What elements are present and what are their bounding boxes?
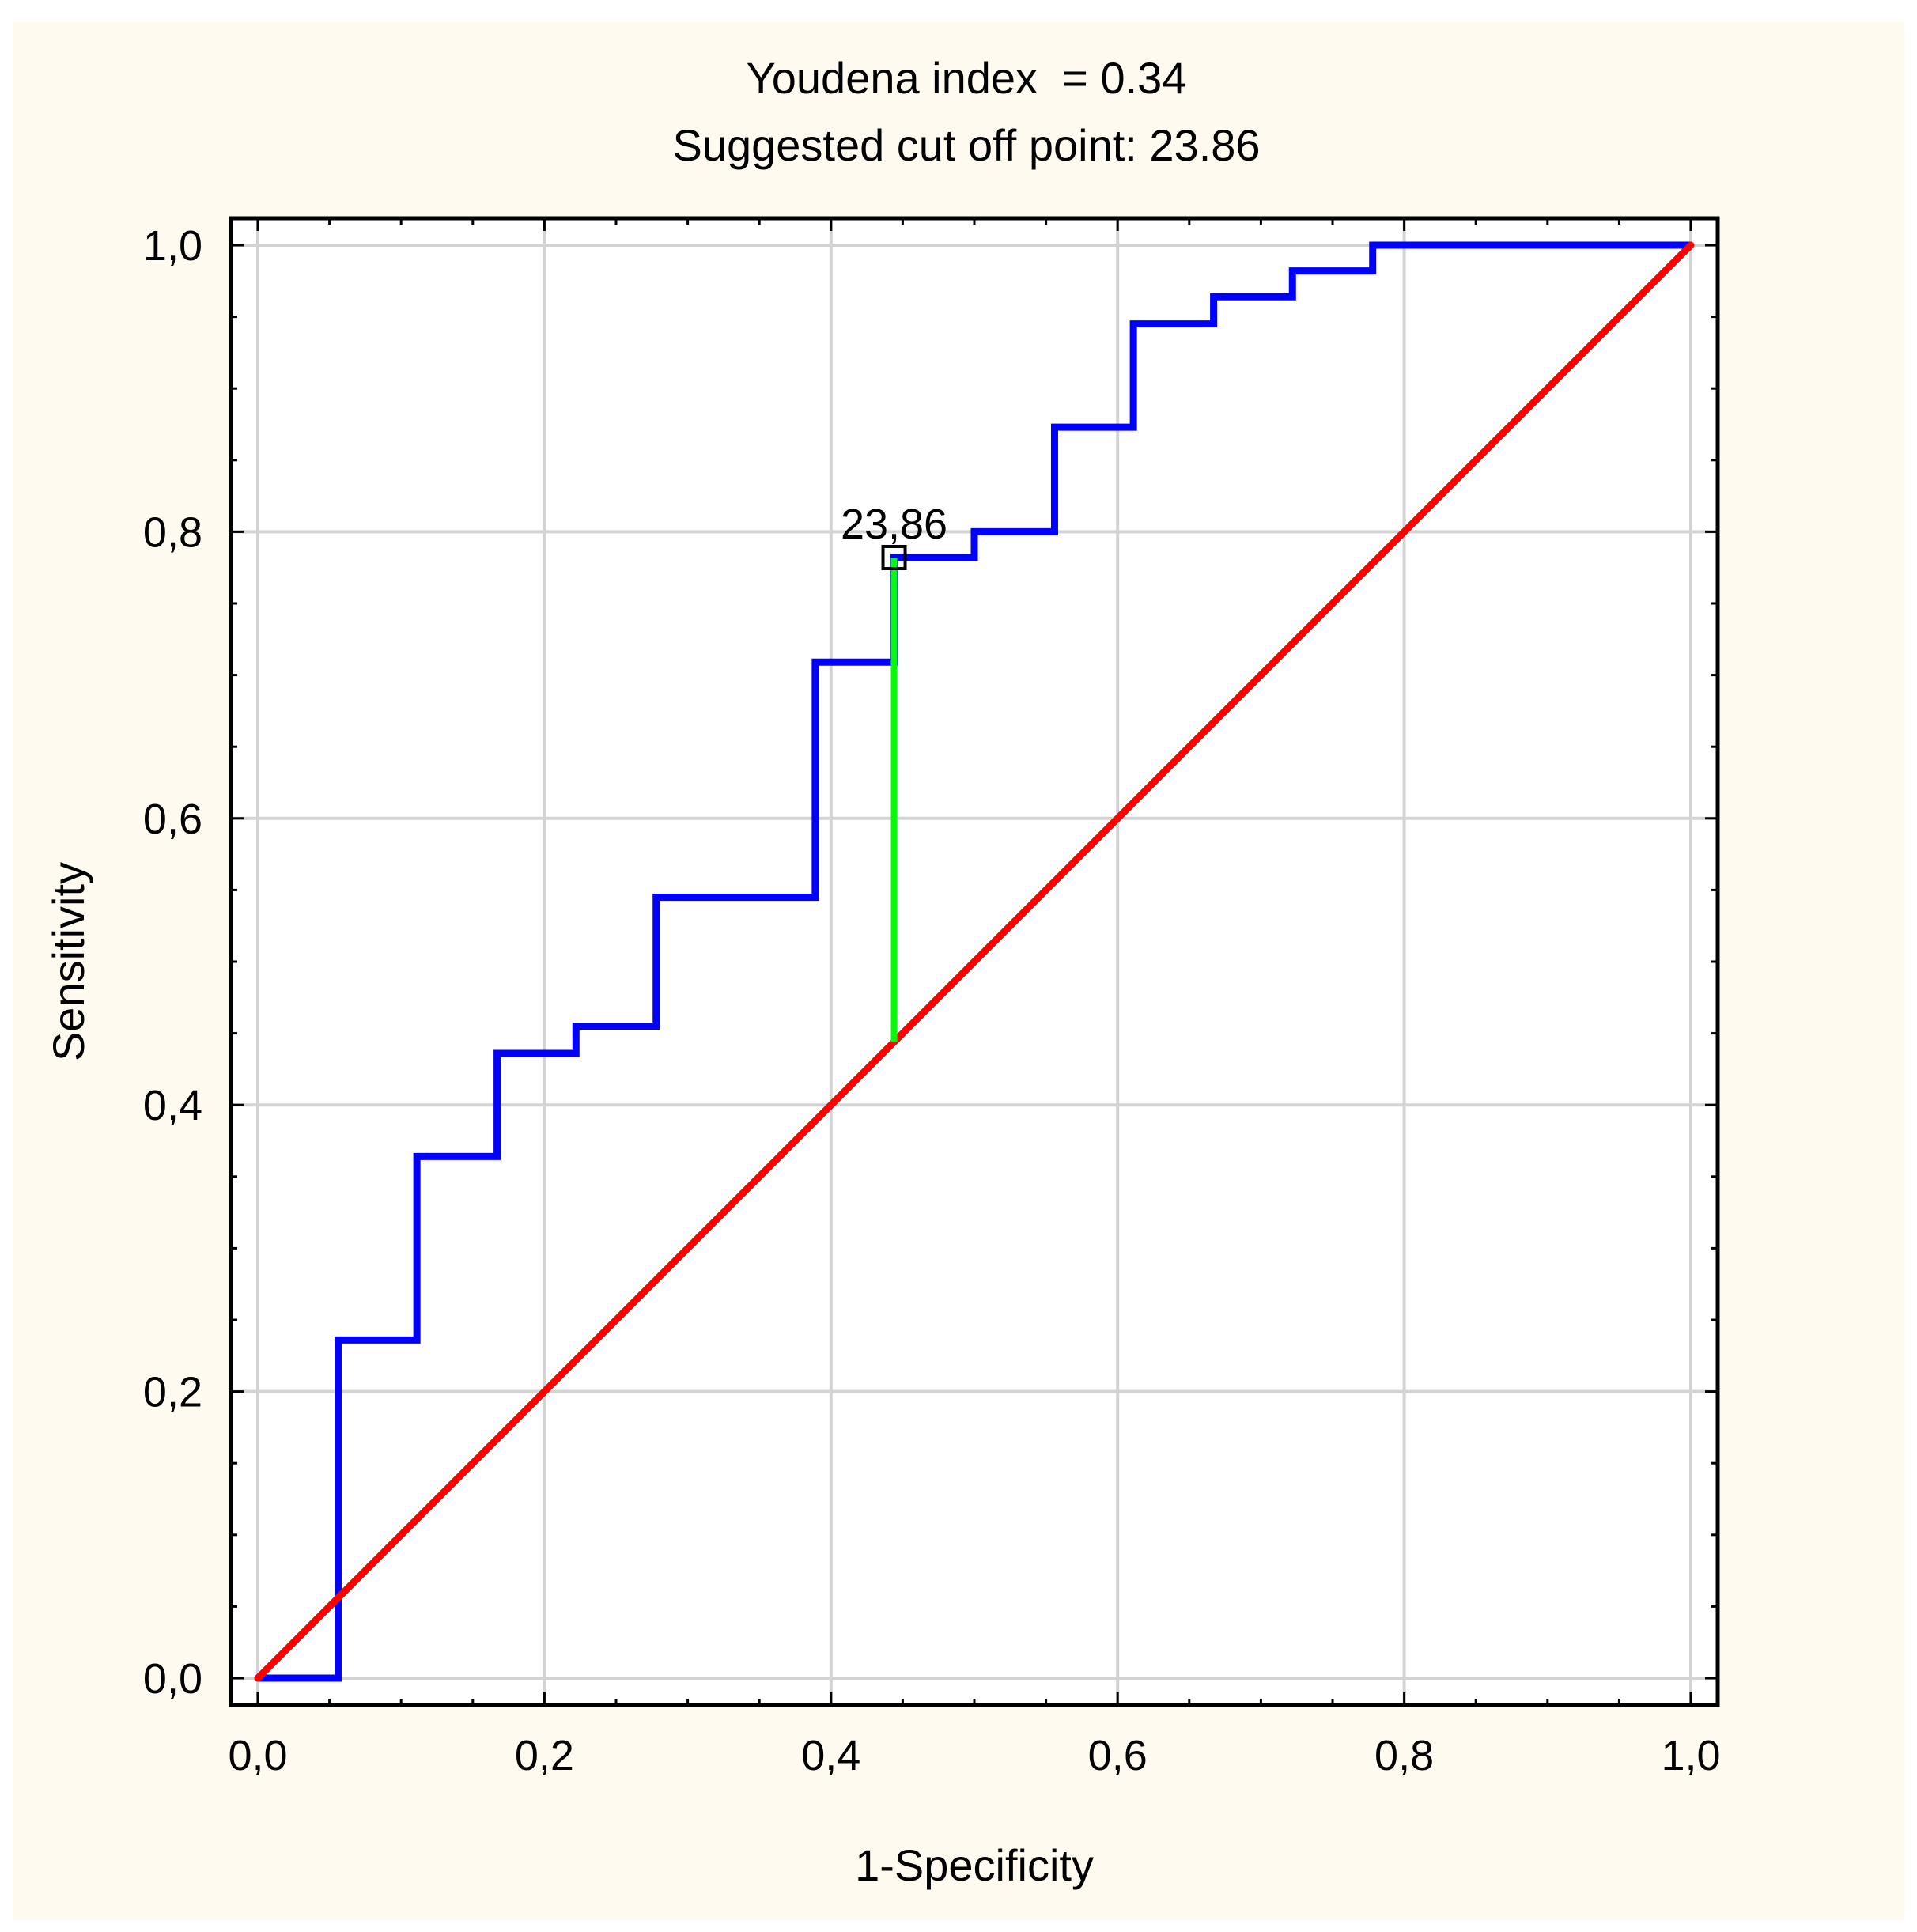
x-axis-label: 1-Specificity xyxy=(855,1840,1094,1890)
reference-diagonal-line xyxy=(254,241,1695,1682)
x-tick-label: 0,4 xyxy=(801,1732,860,1779)
y-axis-label: Sensitivity xyxy=(43,862,93,1061)
y-tick-label: 0,8 xyxy=(143,509,202,556)
x-tick-label: 1,0 xyxy=(1661,1732,1720,1779)
series-layer: 23,86 xyxy=(254,241,1695,1682)
y-tick-label: 0,6 xyxy=(143,796,202,843)
x-tick-label: 0,2 xyxy=(515,1732,574,1779)
cutoff-point-marker xyxy=(881,545,907,571)
y-tick-label: 0,0 xyxy=(143,1655,202,1703)
y-tick-label: 1,0 xyxy=(143,222,202,270)
x-axis-ticks: 0,0 0,2 0,4 0,6 0,8 1,0 xyxy=(228,1732,1720,1779)
cutoff-point-label: 23,86 xyxy=(841,501,947,548)
plot-border xyxy=(229,216,1720,1707)
roc-chart: Youdena index = 0.34 Suggested cut off p… xyxy=(43,53,1721,1890)
chart-frame: Youdena index = 0.34 Suggested cut off p… xyxy=(13,22,1904,1920)
x-tick-label: 0,0 xyxy=(228,1732,287,1779)
x-tick-label: 0,8 xyxy=(1374,1732,1434,1779)
chart-subtitle: Suggested cut off point: 23.86 xyxy=(672,120,1260,170)
chart-title: Youdena index = 0.34 xyxy=(747,53,1187,103)
y-tick-label: 0,4 xyxy=(143,1082,202,1129)
y-axis-ticks: 0,0 0,2 0,4 0,6 0,8 1,0 xyxy=(143,222,202,1703)
x-tick-label: 0,6 xyxy=(1088,1732,1148,1779)
y-tick-label: 0,2 xyxy=(143,1369,202,1416)
